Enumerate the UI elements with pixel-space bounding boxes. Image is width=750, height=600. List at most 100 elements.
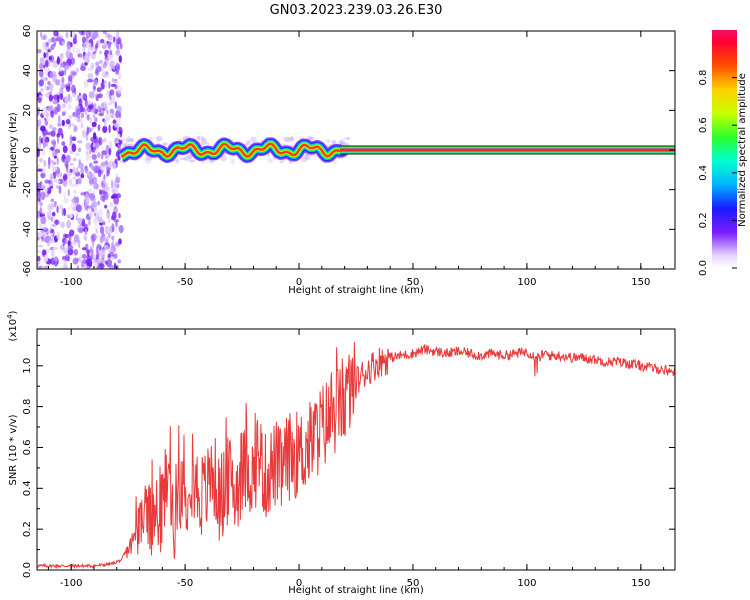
- noise-speck: [77, 140, 83, 144]
- noise-speck: [47, 210, 52, 217]
- noise-speck: [45, 187, 48, 197]
- y-tick-label: 0.2: [22, 521, 33, 537]
- noise-speck: [91, 121, 97, 127]
- noise-speck: [106, 88, 110, 95]
- noise-speck: [113, 205, 118, 215]
- noise-speck: [51, 36, 56, 43]
- noise-speck: [90, 62, 95, 69]
- y-tick-label: 0.6: [22, 440, 33, 456]
- y-tick-label: -40: [22, 221, 33, 237]
- noise-speck: [70, 203, 75, 210]
- noise-speck: [56, 137, 60, 144]
- noise-speck: [50, 44, 55, 51]
- noise-speck: [85, 57, 90, 63]
- noise-speck: [118, 55, 122, 63]
- noise-speck: [93, 182, 99, 190]
- noise-speck: [52, 145, 56, 151]
- noise-speck: [83, 79, 89, 88]
- noise-speck: [114, 158, 118, 164]
- noise-speck: [40, 56, 44, 64]
- noise-speck: [40, 57, 47, 61]
- noise-speck: [40, 125, 46, 132]
- noise-speck: [62, 247, 69, 254]
- noise-speck: [56, 231, 61, 240]
- halo-speck: [162, 142, 168, 146]
- noise-speck: [56, 157, 59, 166]
- noise-speck: [102, 259, 106, 264]
- noise-speck: [52, 203, 55, 208]
- noise-speck: [114, 64, 119, 70]
- noise-speck: [117, 225, 122, 231]
- noise-speck: [107, 34, 113, 41]
- noise-speck: [83, 234, 87, 241]
- noise-speck: [110, 83, 117, 87]
- noise-speck: [44, 69, 47, 76]
- noise-speck: [67, 244, 74, 250]
- noise-speck: [50, 232, 53, 238]
- noise-speck: [97, 93, 103, 99]
- halo-speck: [267, 157, 274, 164]
- colorbar-tick-label: 0.2: [698, 212, 709, 228]
- noise-speck: [75, 47, 81, 55]
- spectrogram-ticks: -100 -50 0 50 100 150 -60 -40 -20 0 20 40 60: [22, 25, 675, 288]
- noise-speck: [64, 95, 69, 104]
- noise-speck: [98, 179, 104, 188]
- noise-speck: [58, 185, 62, 194]
- noise-speck: [37, 107, 41, 116]
- noise-speck: [111, 242, 114, 249]
- noise-speck: [76, 264, 80, 269]
- noise-speck: [91, 107, 95, 114]
- noise-speck: [106, 209, 110, 214]
- noise-speck: [53, 151, 58, 156]
- noise-speck: [107, 41, 112, 49]
- noise-speck: [116, 105, 122, 112]
- noise-speck: [45, 66, 49, 75]
- halo-speck: [246, 140, 251, 145]
- noise-speck: [66, 220, 72, 229]
- noise-speck: [101, 145, 106, 150]
- noise-speck: [61, 222, 65, 227]
- noise-speck: [61, 119, 65, 127]
- noise-speck: [55, 79, 61, 86]
- noise-speck: [80, 65, 86, 71]
- noise-speck: [61, 259, 66, 266]
- halo-speck: [230, 158, 235, 165]
- x-tick-label: 150: [631, 578, 650, 589]
- noise-speck: [108, 148, 112, 156]
- noise-speck: [69, 168, 73, 173]
- noise-speck: [87, 172, 90, 176]
- noise-speck: [48, 104, 54, 111]
- noise-speck: [71, 57, 76, 65]
- noise-speck: [101, 153, 104, 160]
- noise-speck: [50, 130, 56, 137]
- noise-speck: [69, 123, 75, 127]
- noise-speck: [67, 189, 71, 197]
- noise-speck: [65, 160, 69, 169]
- noise-speck: [102, 125, 108, 134]
- noise-speck: [98, 113, 104, 117]
- noise-speck: [71, 143, 77, 152]
- noise-speck: [45, 112, 49, 118]
- noise-speck: [95, 61, 100, 66]
- noise-speck: [94, 142, 98, 148]
- noise-speck: [66, 85, 71, 92]
- noise-speck: [92, 132, 97, 140]
- snr-x-label: Height of straight line (km): [288, 585, 424, 596]
- noise-speck: [49, 185, 54, 189]
- noise-speck: [61, 76, 65, 84]
- noise-speck: [106, 90, 110, 97]
- noise-speck: [111, 235, 115, 240]
- y-tick-label: -60: [22, 261, 33, 277]
- noise-speck: [53, 31, 59, 37]
- noise-speck: [106, 258, 113, 267]
- noise-speck: [93, 212, 97, 217]
- noise-speck: [51, 249, 55, 259]
- noise-speck: [55, 180, 60, 184]
- noise-speck: [88, 91, 95, 99]
- noise-speck: [59, 93, 63, 100]
- noise-speck: [96, 40, 99, 46]
- noise-speck: [97, 105, 102, 113]
- colorbar: 0.0 0.2 0.4 0.6 0.8 Normalized spectral ampl…: [698, 30, 748, 276]
- noise-speck: [71, 84, 76, 94]
- noise-speck: [72, 46, 75, 53]
